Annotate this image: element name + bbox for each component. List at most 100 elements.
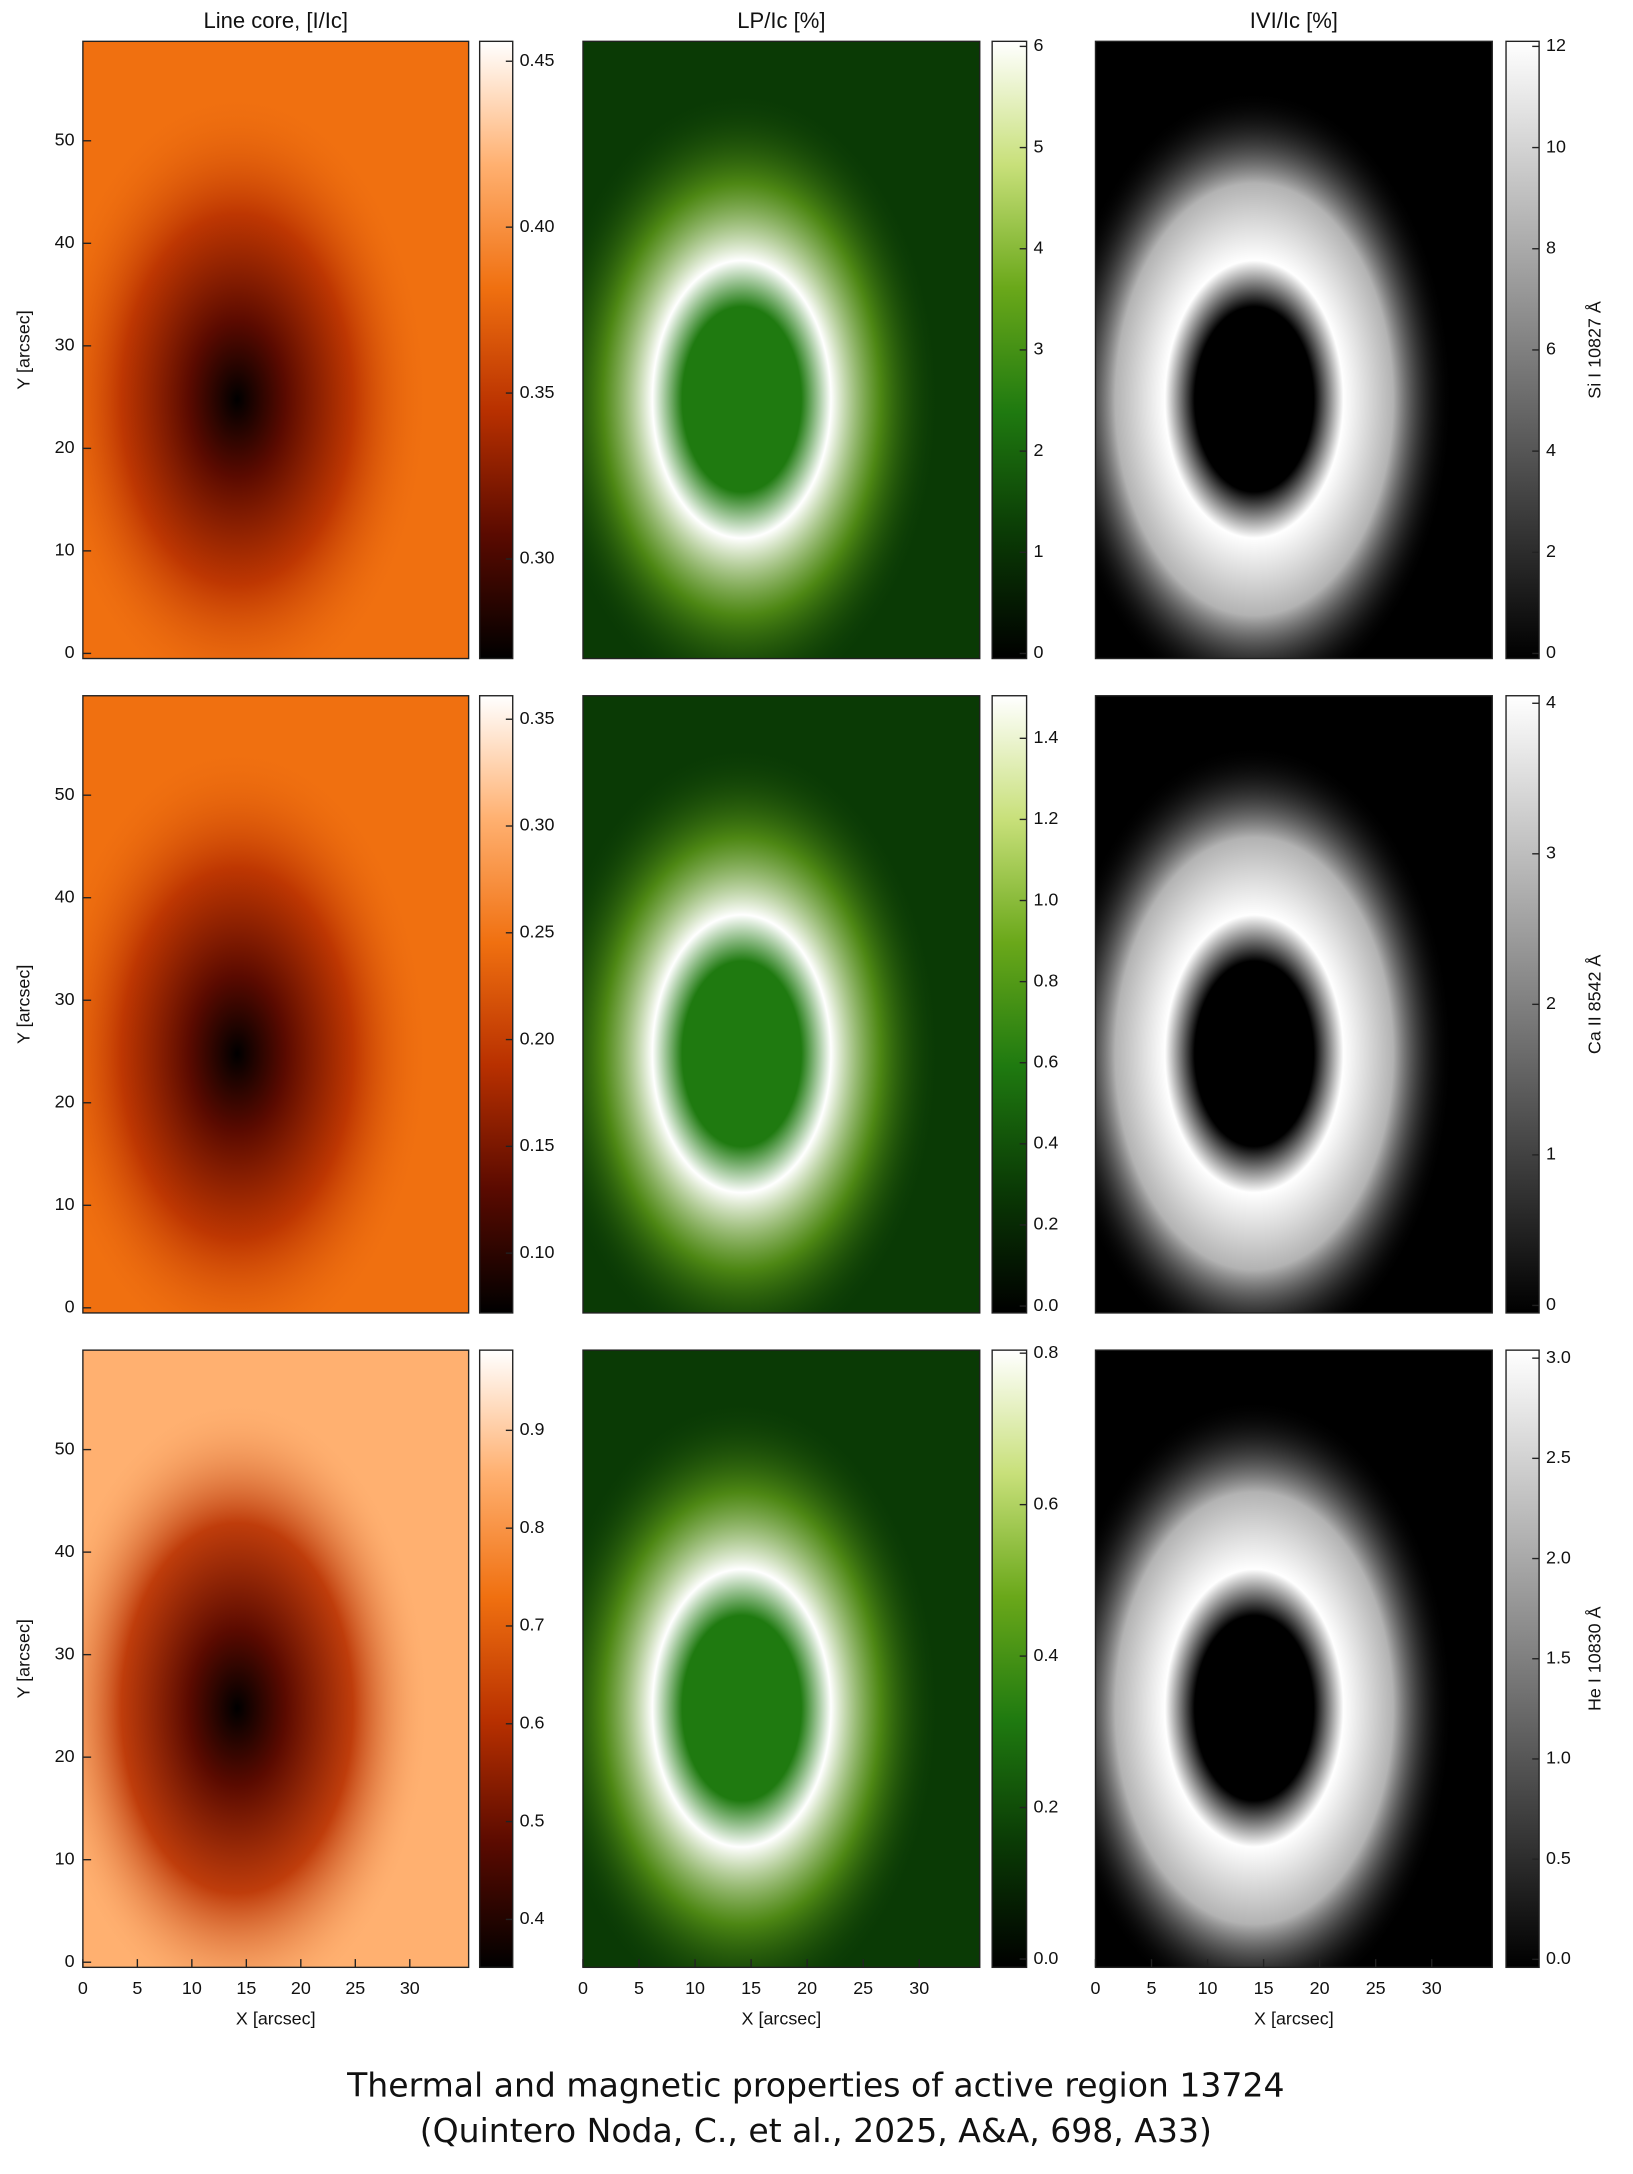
colorbar-tick-label: 3 — [1546, 843, 1556, 863]
caption-line: (Quintero Noda, C., et al., 2025, A&A, 6… — [420, 2111, 1212, 2150]
x-tick-label: 20 — [291, 1978, 311, 1998]
colorbar-tick-label: 6 — [1546, 339, 1556, 359]
colorbar-tick-label: 0.35 — [520, 382, 555, 402]
colorbar — [991, 1349, 1028, 1969]
line-label: Si I 10827 Å — [1584, 301, 1604, 399]
y-tick-label: 20 — [55, 437, 75, 457]
y-tick-label: 30 — [55, 335, 75, 355]
colorbar-tick-label: 6 — [1033, 35, 1043, 55]
colorbar-tick-label: 4 — [1033, 237, 1043, 257]
x-tick-label: 0 — [78, 1978, 88, 1998]
colorbar-tick-label: 5 — [1033, 136, 1043, 156]
y-axis-label: Y [arcsec] — [14, 310, 34, 389]
colorbar-tick-label: 0.7 — [520, 1615, 545, 1635]
colorbar-tick-label: 0.45 — [520, 50, 555, 70]
colorbar-tick-label: 2.5 — [1546, 1447, 1571, 1467]
colorbar-tick-label: 1.4 — [1033, 727, 1058, 747]
image-frame — [82, 1349, 470, 1969]
y-tick-label: 20 — [55, 1746, 75, 1766]
colorbar-tick-label: 0.4 — [1033, 1645, 1058, 1665]
y-tick-label: 40 — [55, 232, 75, 252]
y-tick-label: 0 — [65, 1297, 75, 1317]
image-spot — [82, 41, 469, 659]
colorbar-tick-label: 2.0 — [1546, 1547, 1571, 1567]
colorbar-tick-label: 3.0 — [1546, 1347, 1571, 1367]
colorbar-tick-label: 0.2 — [1033, 1796, 1058, 1816]
image-frame — [82, 40, 470, 660]
colorbar-tick-label: 0.35 — [520, 708, 555, 728]
colorbar-tick-label: 0.0 — [1546, 1948, 1571, 1968]
colorbar — [991, 695, 1028, 1314]
x-tick-label: 15 — [236, 1978, 256, 1998]
colorbar-tick-label: 0.9 — [520, 1419, 545, 1439]
colorbar-tick-label: 0.8 — [520, 1517, 545, 1537]
y-tick-label: 0 — [65, 1951, 75, 1971]
y-tick-label: 30 — [55, 989, 75, 1009]
caption-line: Thermal and magnetic properties of activ… — [346, 2066, 1284, 2105]
column-title: IVI/Ic [%] — [1250, 8, 1338, 33]
y-axis-label: Y [arcsec] — [14, 1619, 34, 1698]
colorbar-tick-label: 0.30 — [520, 548, 555, 568]
colorbar-tick-label: 0.10 — [520, 1242, 555, 1262]
colorbar-tick-label: 0.30 — [520, 815, 555, 835]
x-tick-label: 0 — [578, 1978, 588, 1998]
colorbar-tick-label: 8 — [1546, 237, 1556, 257]
x-tick-label: 25 — [1366, 1978, 1386, 1998]
colorbar-tick-label: 0.6 — [1033, 1493, 1058, 1513]
x-axis-label: X [arcsec] — [1254, 2008, 1334, 2028]
colorbar — [478, 40, 514, 660]
x-tick-label: 10 — [182, 1978, 202, 1998]
colorbar-tick-label: 1 — [1546, 1144, 1556, 1164]
colorbar-tick-label: 0 — [1546, 642, 1556, 662]
y-axis-label: Y [arcsec] — [14, 965, 34, 1044]
image-spot — [582, 41, 980, 659]
colorbar-tick-label: 3 — [1033, 339, 1043, 359]
y-tick-label: 10 — [55, 540, 75, 560]
x-tick-label: 25 — [853, 1978, 873, 1998]
x-tick-label: 20 — [797, 1978, 817, 1998]
image-spot — [582, 695, 980, 1313]
colorbar-tick-label: 0.6 — [1033, 1051, 1058, 1071]
image-frame — [82, 695, 470, 1314]
x-tick-label: 5 — [1147, 1978, 1157, 1998]
colorbar-tick-label: 0.8 — [1033, 1342, 1058, 1362]
colorbar-tick-label: 0.40 — [520, 216, 555, 236]
colorbar-tick-label: 2 — [1546, 541, 1556, 561]
colorbar-tick-label: 0.5 — [1546, 1848, 1571, 1868]
colorbar-tick-label: 1 — [1033, 541, 1043, 561]
colorbar-tick-label: 4 — [1546, 440, 1556, 460]
y-tick-label: 40 — [55, 1541, 75, 1561]
colorbar-tick-label: 12 — [1546, 35, 1566, 55]
x-axis-label: X [arcsec] — [236, 2008, 316, 2028]
colorbar-tick-label: 0.0 — [1033, 1948, 1058, 1968]
colorbar-tick-label: 1.5 — [1546, 1647, 1571, 1667]
x-axis-label: X [arcsec] — [742, 2008, 822, 2028]
image-spot — [82, 1350, 469, 1968]
image-frame — [582, 1349, 981, 1969]
colorbar-tick-label: 1.0 — [1033, 889, 1058, 909]
colorbar-tick-label: 1.2 — [1033, 808, 1058, 828]
x-tick-label: 30 — [400, 1978, 420, 1998]
y-tick-label: 10 — [55, 1848, 75, 1868]
x-tick-label: 5 — [634, 1978, 644, 1998]
image-spot — [1095, 41, 1493, 659]
x-tick-label: 0 — [1090, 1978, 1100, 1998]
image-frame — [582, 695, 981, 1314]
colorbar-tick-label: 4 — [1546, 692, 1556, 712]
colorbar — [478, 1349, 514, 1969]
y-tick-label: 10 — [55, 1194, 75, 1214]
colorbar-tick-label: 0 — [1033, 642, 1043, 662]
colorbar-tick-label: 0.5 — [520, 1810, 545, 1830]
line-label: Ca II 8542 Å — [1584, 955, 1604, 1055]
colorbar-tick-label: 2 — [1546, 993, 1556, 1013]
x-tick-label: 5 — [132, 1978, 142, 1998]
x-tick-label: 20 — [1310, 1978, 1330, 1998]
colorbar-tick-label: 0.4 — [1033, 1133, 1058, 1153]
y-tick-label: 50 — [55, 1438, 75, 1458]
x-tick-label: 15 — [1254, 1978, 1274, 1998]
y-tick-label: 30 — [55, 1643, 75, 1663]
image-frame — [1094, 695, 1493, 1314]
colorbar-tick-label: 0.25 — [520, 922, 555, 942]
colorbar-tick-label: 10 — [1546, 136, 1566, 156]
